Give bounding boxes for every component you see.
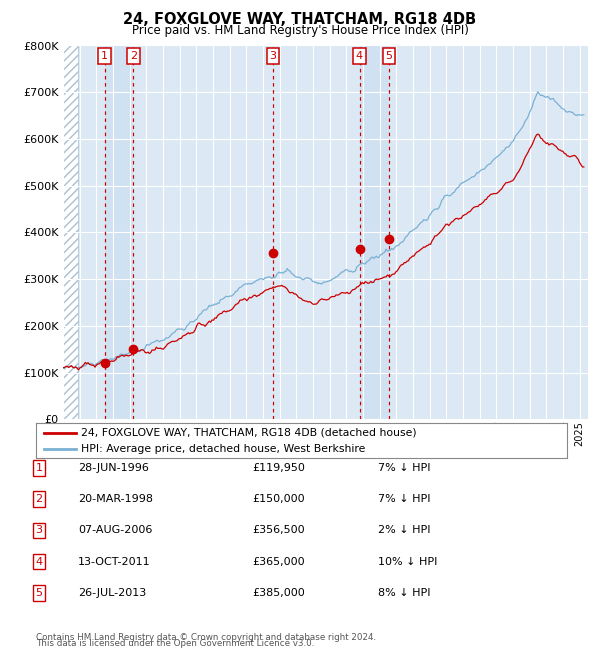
Text: £365,000: £365,000 [252, 556, 305, 567]
Text: HPI: Average price, detached house, West Berkshire: HPI: Average price, detached house, West… [81, 445, 365, 454]
Text: 7% ↓ HPI: 7% ↓ HPI [378, 494, 431, 504]
Text: 24, FOXGLOVE WAY, THATCHAM, RG18 4DB (detached house): 24, FOXGLOVE WAY, THATCHAM, RG18 4DB (de… [81, 428, 417, 437]
Text: £356,500: £356,500 [252, 525, 305, 536]
Text: 24, FOXGLOVE WAY, THATCHAM, RG18 4DB: 24, FOXGLOVE WAY, THATCHAM, RG18 4DB [124, 12, 476, 27]
Text: 2% ↓ HPI: 2% ↓ HPI [378, 525, 431, 536]
Text: 2: 2 [35, 494, 43, 504]
Bar [63, 46, 78, 419]
Text: 7% ↓ HPI: 7% ↓ HPI [378, 463, 431, 473]
Text: 8% ↓ HPI: 8% ↓ HPI [378, 588, 431, 598]
Text: 2: 2 [130, 51, 137, 61]
Text: 5: 5 [386, 51, 392, 61]
Text: £385,000: £385,000 [252, 588, 305, 598]
Text: 13-OCT-2011: 13-OCT-2011 [78, 556, 151, 567]
Bar [104, 46, 133, 419]
Text: Price paid vs. HM Land Registry's House Price Index (HPI): Price paid vs. HM Land Registry's House … [131, 24, 469, 37]
Bar [359, 46, 389, 419]
Text: £150,000: £150,000 [252, 494, 305, 504]
Text: 1: 1 [101, 51, 108, 61]
Text: 4: 4 [356, 51, 363, 61]
Text: 3: 3 [269, 51, 277, 61]
Text: 20-MAR-1998: 20-MAR-1998 [78, 494, 153, 504]
Text: 5: 5 [35, 588, 43, 598]
Text: 3: 3 [35, 525, 43, 536]
Text: Contains HM Land Registry data © Crown copyright and database right 2024.: Contains HM Land Registry data © Crown c… [36, 632, 376, 642]
Text: 10% ↓ HPI: 10% ↓ HPI [378, 556, 437, 567]
Text: 1: 1 [35, 463, 43, 473]
Text: 4: 4 [35, 556, 43, 567]
Text: 28-JUN-1996: 28-JUN-1996 [78, 463, 149, 473]
Text: This data is licensed under the Open Government Licence v3.0.: This data is licensed under the Open Gov… [36, 639, 314, 648]
Text: 26-JUL-2013: 26-JUL-2013 [78, 588, 146, 598]
Text: £119,950: £119,950 [252, 463, 305, 473]
Text: 07-AUG-2006: 07-AUG-2006 [78, 525, 152, 536]
